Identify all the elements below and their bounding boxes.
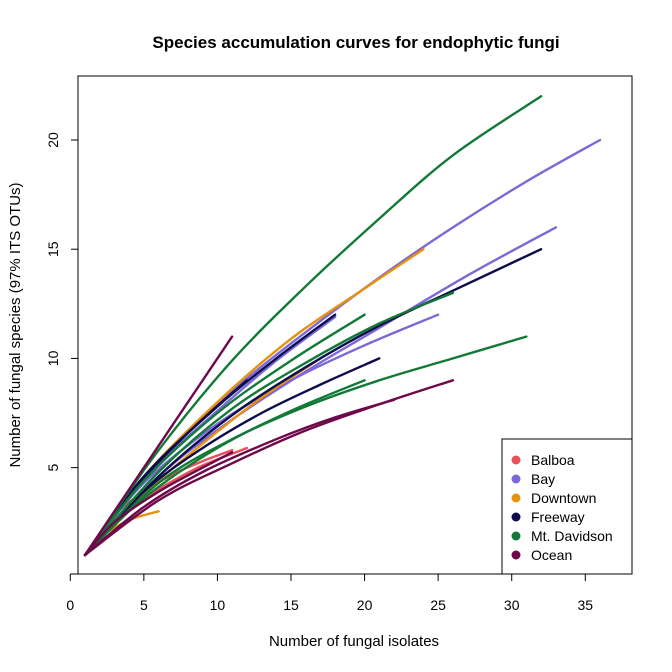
legend-marker-balboa	[511, 455, 521, 465]
y-tick-label: 15	[45, 241, 61, 257]
x-tick-label: 10	[210, 597, 226, 613]
legend-marker-freeway	[511, 512, 521, 522]
series-line-mt-davidson-2	[83, 335, 528, 557]
series-line-bay-3	[83, 313, 440, 557]
series-line-ocean-1	[83, 335, 234, 557]
series-line-freeway-2	[83, 357, 381, 557]
legend-label-balboa: Balboa	[531, 452, 575, 468]
legend-marker-mt-davidson	[511, 531, 521, 541]
x-tick-label: 15	[283, 597, 299, 613]
x-tick-label: 25	[430, 597, 446, 613]
series-line-mt-davidson-4	[83, 313, 366, 557]
x-tick-label: 0	[66, 597, 74, 613]
series-line-freeway-1	[83, 248, 543, 557]
series-line-mt-davidson-1	[83, 95, 543, 557]
series-line-mt-davidson-3	[83, 291, 455, 557]
series-line-ocean-3	[83, 398, 396, 557]
x-tick-label: 35	[577, 597, 593, 613]
y-tick-label: 20	[45, 132, 61, 148]
legend-items: Balboa Bay Downtown Freeway Mt. Davidson Ocea…	[511, 452, 613, 563]
x-tick-label: 20	[357, 597, 373, 613]
chart-title: Species accumulation curves for endophyt…	[152, 33, 559, 52]
series-layer	[83, 95, 602, 557]
legend-label-freeway: Freeway	[531, 509, 585, 525]
y-axis-label: Number of fungal species (97% ITS OTUs)	[7, 182, 24, 467]
series-line-mt-davidson-5	[83, 379, 366, 557]
legend-marker-downtown	[511, 493, 521, 503]
series-line-ocean-4	[83, 451, 234, 557]
y-tick-label: 5	[45, 464, 61, 472]
x-tick-label: 5	[140, 597, 148, 613]
legend-box	[501, 438, 633, 575]
y-tick-label: 10	[45, 350, 61, 366]
y-axis: 5 10 15 20	[45, 132, 79, 472]
x-axis-label: Number of fungal isolates	[269, 633, 439, 650]
series-line-ocean-2	[83, 379, 455, 557]
legend-label-downtown: Downtown	[531, 490, 596, 506]
x-axis: 0 5 10 15 20 25 30 35	[66, 573, 593, 613]
legend-marker-ocean	[511, 550, 521, 560]
x-tick-label: 30	[504, 597, 520, 613]
legend-label-mt-davidson: Mt. Davidson	[531, 528, 613, 544]
legend-label-ocean: Ocean	[531, 547, 572, 563]
legend: Balboa Bay Downtown Freeway Mt. Davidson Ocea…	[501, 438, 633, 575]
legend-marker-bay	[511, 474, 521, 484]
legend-label-bay: Bay	[531, 471, 555, 487]
